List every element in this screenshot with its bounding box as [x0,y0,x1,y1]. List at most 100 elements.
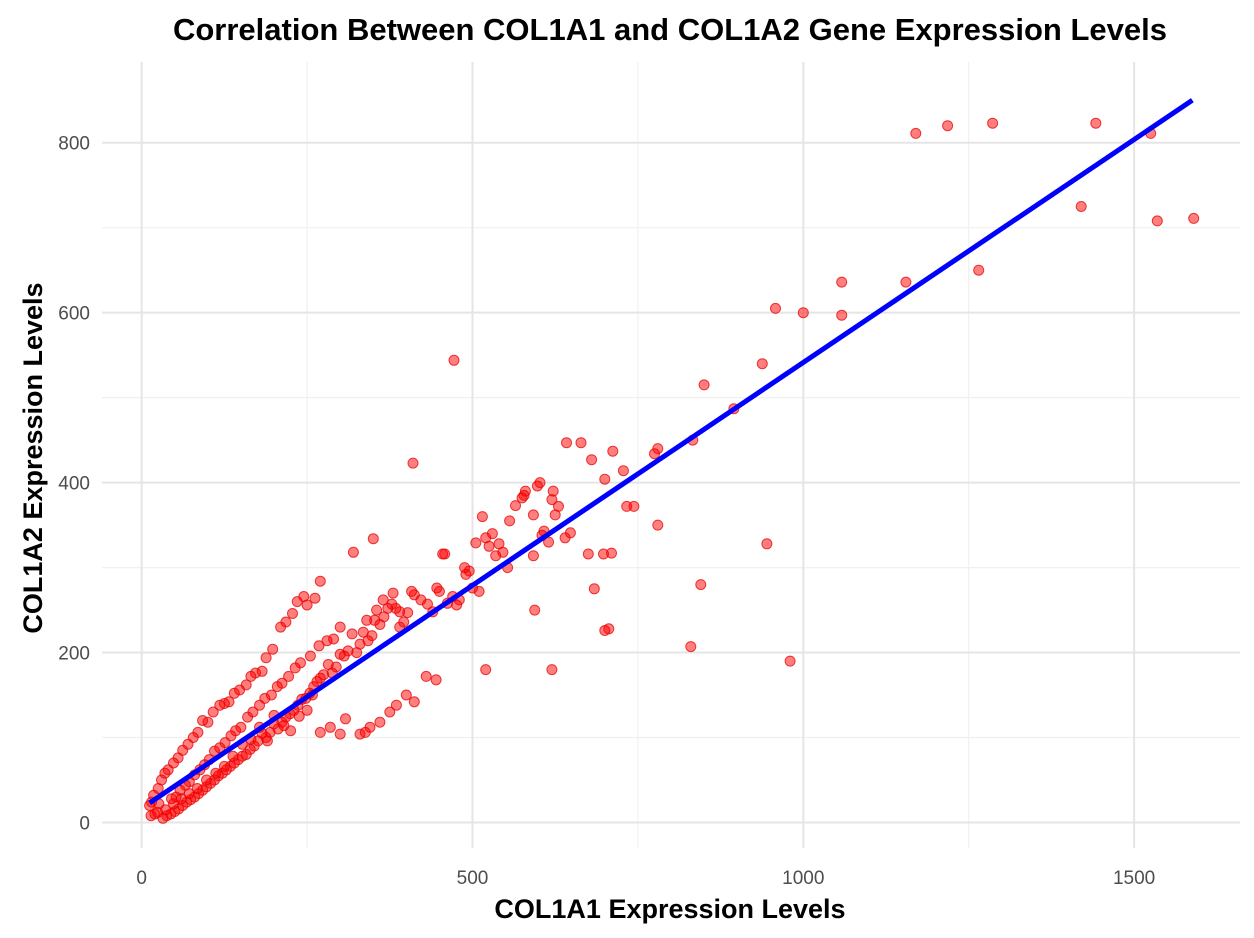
data-point [301,704,313,716]
data-point [374,716,386,728]
data-point [448,354,460,366]
data-point [1151,215,1163,227]
data-point [470,537,482,549]
data-point [586,454,598,466]
data-point [377,594,389,606]
data-point [480,664,492,676]
data-point [698,379,710,391]
y-tick-label: 0 [79,814,90,835]
data-point [476,511,488,523]
data-point [784,655,796,667]
data-point [559,532,571,544]
data-point [390,699,402,711]
x-tick-label: 1000 [782,868,824,889]
data-point [493,538,505,550]
data-point [367,533,379,545]
data-point [527,509,539,521]
data-point [459,562,471,574]
data-point [289,662,301,674]
data-point [267,643,279,655]
minor-gridlines [102,62,1240,848]
data-point [334,648,346,660]
data-point [546,664,558,676]
data-point [314,726,326,738]
data-point [510,500,521,512]
data-point [437,548,449,560]
regression-line [148,98,1194,806]
data-point [408,696,420,708]
data-point [197,715,209,726]
data-point [245,670,257,682]
data-point [313,640,325,652]
data-point [309,592,321,604]
data-point [214,699,226,711]
data-point [152,806,164,818]
data-point [1090,117,1102,129]
data-point [278,720,290,732]
x-tick-label: 500 [457,868,489,889]
data-point [652,519,664,531]
data-point [649,448,660,460]
data-point [529,604,541,616]
y-tick-label: 400 [58,474,90,495]
data-point [387,587,399,599]
y-tick-label: 600 [58,304,90,325]
y-axis-ticks: 0 200 400 600 800 [58,134,90,835]
data-point [334,728,346,740]
data-point [191,783,203,794]
data-point [1188,212,1200,224]
data-point [261,735,273,747]
data-point [242,711,254,723]
data-point [166,793,177,805]
y-tick-label: 200 [58,644,90,665]
data-point [406,585,418,597]
data-point [384,706,396,718]
data-point [210,767,222,779]
data-point [973,264,985,276]
data-point [480,532,492,544]
data-point [209,745,220,757]
x-tick-label: 0 [136,868,147,889]
y-axis-label: COL1A2 Expression Levels [18,282,48,633]
data-point [531,480,543,492]
data-points [144,117,1200,824]
major-gridlines [102,62,1240,848]
data-point [354,728,366,740]
data-point [431,582,443,594]
data-point [304,650,316,662]
data-point [685,641,697,653]
data-point [621,500,633,512]
data-point [761,538,773,550]
data-point [797,307,809,319]
data-point [1075,201,1087,212]
data-point [291,596,303,608]
data-point [218,760,230,772]
data-point [836,309,848,321]
data-point [617,465,629,477]
data-point [599,473,611,485]
data-point [293,710,305,722]
data-point [575,437,587,449]
data-point [430,674,442,686]
data-point [340,713,351,725]
data-point [228,687,240,699]
data-point [227,750,239,762]
data-point [756,358,768,370]
data-point [334,621,346,633]
data-point [346,628,358,640]
data-point [314,575,326,587]
data-point [582,548,594,560]
data-point [549,509,561,521]
data-point [561,437,572,449]
data-point [942,120,954,132]
data-point [357,626,369,638]
data-point [527,550,539,562]
data-point [322,659,334,670]
x-tick-label: 1500 [1113,868,1155,889]
data-point [598,548,609,560]
data-point [987,117,999,129]
data-point [607,445,619,457]
data-point [836,276,848,288]
data-point [260,652,272,664]
